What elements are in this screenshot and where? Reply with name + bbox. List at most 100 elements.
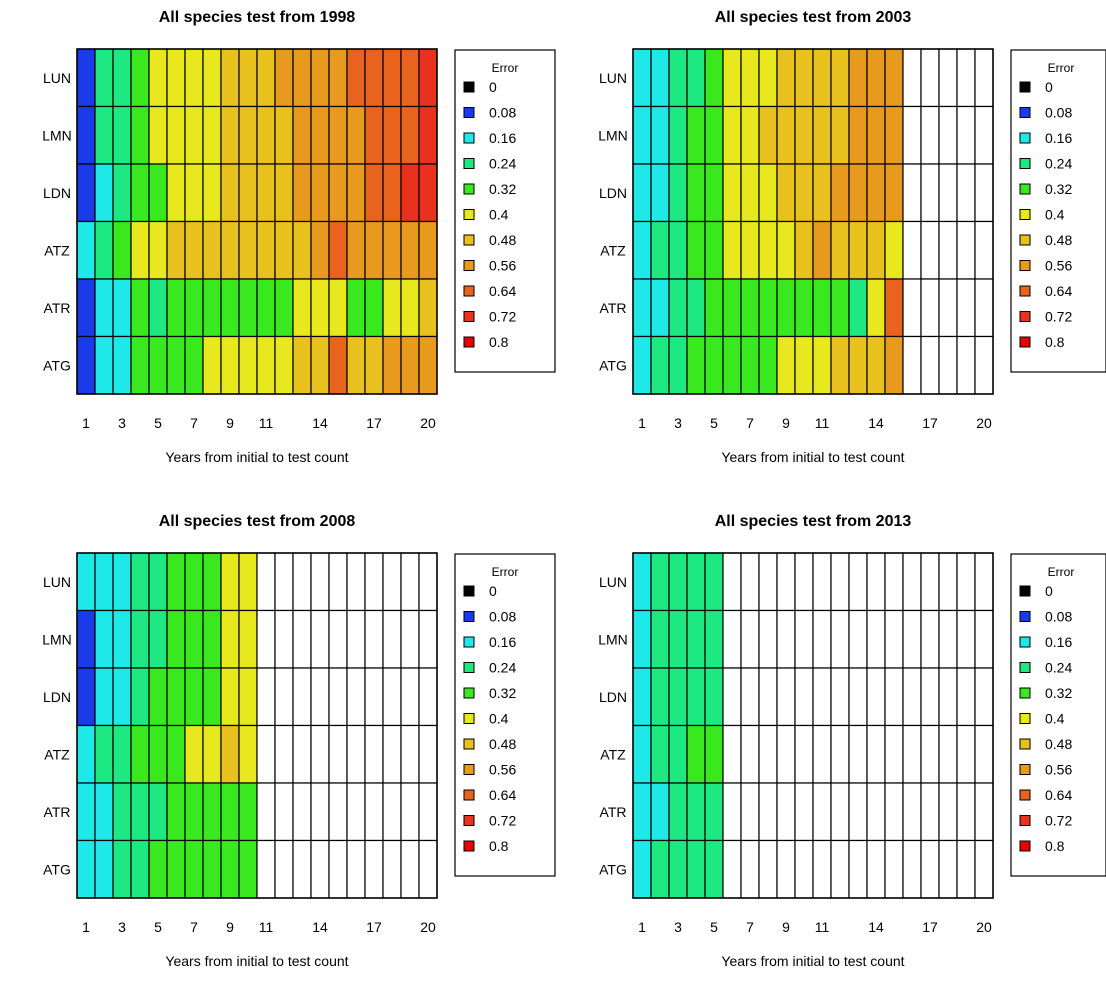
legend-swatch	[463, 336, 475, 348]
legend-swatch	[1019, 815, 1031, 826]
heatmap-cell-atr-4	[686, 782, 706, 842]
heatmap-cell-lmn-20	[418, 609, 438, 669]
x-tick-label: 11	[815, 415, 830, 431]
heatmap-cell-ldn-2	[650, 667, 670, 727]
heatmap-cell-lun-10	[794, 552, 814, 612]
heatmap-cell-lun-14	[866, 552, 886, 612]
heatmap-cell-ldn-18	[938, 163, 958, 223]
heatmap-cell-atz-14	[866, 724, 886, 784]
heatmap-cell-lmn-5	[704, 609, 724, 669]
row-label-atz: ATZ	[44, 746, 70, 762]
heatmap-cell-lmn-4	[130, 609, 150, 669]
x-tick-label: 14	[868, 919, 884, 935]
heatmap-cell-atg-4	[686, 839, 706, 899]
legend-item-label: 0.32	[1045, 685, 1072, 701]
legend-swatch	[1019, 311, 1031, 322]
heatmap-cell-atr-3	[112, 278, 132, 338]
heatmap-cell-lun-19	[956, 48, 976, 108]
heatmap-cell-lun-3	[668, 552, 688, 612]
legend-swatch	[1019, 611, 1031, 622]
row-label-lun: LUN	[43, 70, 71, 86]
heatmap-cell-lmn-19	[400, 609, 420, 669]
heatmap-cell-atr-12	[274, 278, 294, 338]
heatmap-cell-ldn-6	[166, 163, 186, 223]
heatmap-cell-lun-12	[274, 552, 294, 612]
heatmap-cell-ldn-4	[130, 667, 150, 727]
heatmap-cell-ldn-19	[956, 163, 976, 223]
heatmap-cell-atg-8	[202, 839, 222, 899]
heatmap-cell-lmn-10	[794, 105, 814, 165]
heatmap-cell-lmn-16	[346, 609, 366, 669]
heatmap-cell-lmn-7	[184, 609, 204, 669]
heatmap-cell-lmn-11	[256, 105, 276, 165]
heatmap-cell-atz-12	[830, 724, 850, 784]
x-tick-label: 7	[190, 919, 198, 935]
heatmap-cell-lmn-1	[632, 105, 652, 165]
heatmap-cell-atg-19	[956, 839, 976, 899]
legend-swatch	[1019, 738, 1031, 750]
heatmap-cell-lun-2	[94, 552, 114, 612]
heatmap-cell-atz-4	[130, 220, 150, 280]
legend-swatch	[1019, 107, 1031, 118]
heatmap-cell-ldn-10	[794, 163, 814, 223]
heatmap-cell-atz-18	[938, 724, 958, 784]
x-tick-label: 5	[710, 415, 718, 431]
heatmap-cell-lmn-3	[668, 105, 688, 165]
heatmap-cell-atz-14	[866, 220, 886, 280]
legend-item-label: 0.32	[489, 685, 516, 701]
heatmap-panel-3: All species test from 2008 LUN LMN LDN ATZ AT…	[42, 513, 556, 969]
heatmap-cell-atz-20	[974, 724, 994, 784]
heatmap-cell-ldn-20	[418, 163, 438, 223]
legend-swatch	[1019, 662, 1031, 673]
heatmap-cell-lmn-15	[328, 609, 348, 669]
heatmap-cell-atz-8	[202, 724, 222, 784]
heatmap-cell-atr-14	[310, 278, 330, 338]
heatmap-cell-ldn-4	[686, 667, 706, 727]
heatmap-cell-atr-1	[76, 782, 96, 842]
heatmap-cell-lmn-8	[758, 609, 778, 669]
heatmap-cell-ldn-11	[256, 667, 276, 727]
heatmap-cell-ldn-20	[418, 667, 438, 727]
heatmap-cell-lmn-20	[418, 105, 438, 165]
x-axis-label: Years from initial to test count	[165, 953, 348, 969]
legend-swatch	[463, 234, 475, 246]
heatmap-cell-atz-3	[112, 220, 132, 280]
heatmap-cell-lun-8	[202, 552, 222, 612]
heatmap-cell-atr-6	[166, 782, 186, 842]
heatmap-cell-ldn-2	[94, 667, 114, 727]
heatmap-cell-atz-18	[938, 220, 958, 280]
heatmap-cell-atr-13	[848, 278, 868, 338]
heatmap-cell-atr-4	[130, 278, 150, 338]
heatmap-cell-lun-9	[220, 48, 240, 108]
heatmap-cell-atg-15	[328, 335, 348, 395]
heatmap-cell-atg-13	[292, 335, 312, 395]
heatmap-cell-lmn-11	[812, 105, 832, 165]
heatmap-panel-1: All species test from 1998 LUN LMN LDN ATZ AT…	[42, 9, 556, 465]
row-label-ldn: LDN	[43, 689, 71, 705]
heatmap-cell-lmn-2	[94, 105, 114, 165]
heatmap-cell-atz-11	[812, 724, 832, 784]
row-label-lun: LUN	[599, 70, 627, 86]
heatmap-cell-lun-13	[848, 552, 868, 612]
heatmap-cell-atr-3	[668, 278, 688, 338]
heatmap-cell-atg-17	[364, 335, 384, 395]
x-tick-label: 5	[154, 919, 162, 935]
heatmap-cell-lmn-8	[202, 609, 222, 669]
heatmap-cell-lun-1	[632, 552, 652, 612]
x-axis-label: Years from initial to test count	[165, 449, 348, 465]
heatmap-cell-ldn-7	[184, 667, 204, 727]
legend-item-label: 0.48	[1045, 232, 1072, 248]
x-tick-label: 5	[710, 919, 718, 935]
heatmap-cell-atz-1	[76, 220, 96, 280]
heatmap-cell-atr-6	[722, 278, 742, 338]
heatmap-cell-ldn-5	[148, 667, 168, 727]
heatmap-cell-atz-2	[94, 220, 114, 280]
heatmap-cell-ldn-3	[668, 667, 688, 727]
heatmap-cell-lmn-6	[166, 105, 186, 165]
heatmap-cell-atr-14	[310, 782, 330, 842]
heatmap-cell-atr-13	[292, 278, 312, 338]
heatmap-cell-atr-11	[812, 278, 832, 338]
heatmap-cell-lun-11	[256, 552, 276, 612]
heatmap-cell-lun-13	[292, 552, 312, 612]
